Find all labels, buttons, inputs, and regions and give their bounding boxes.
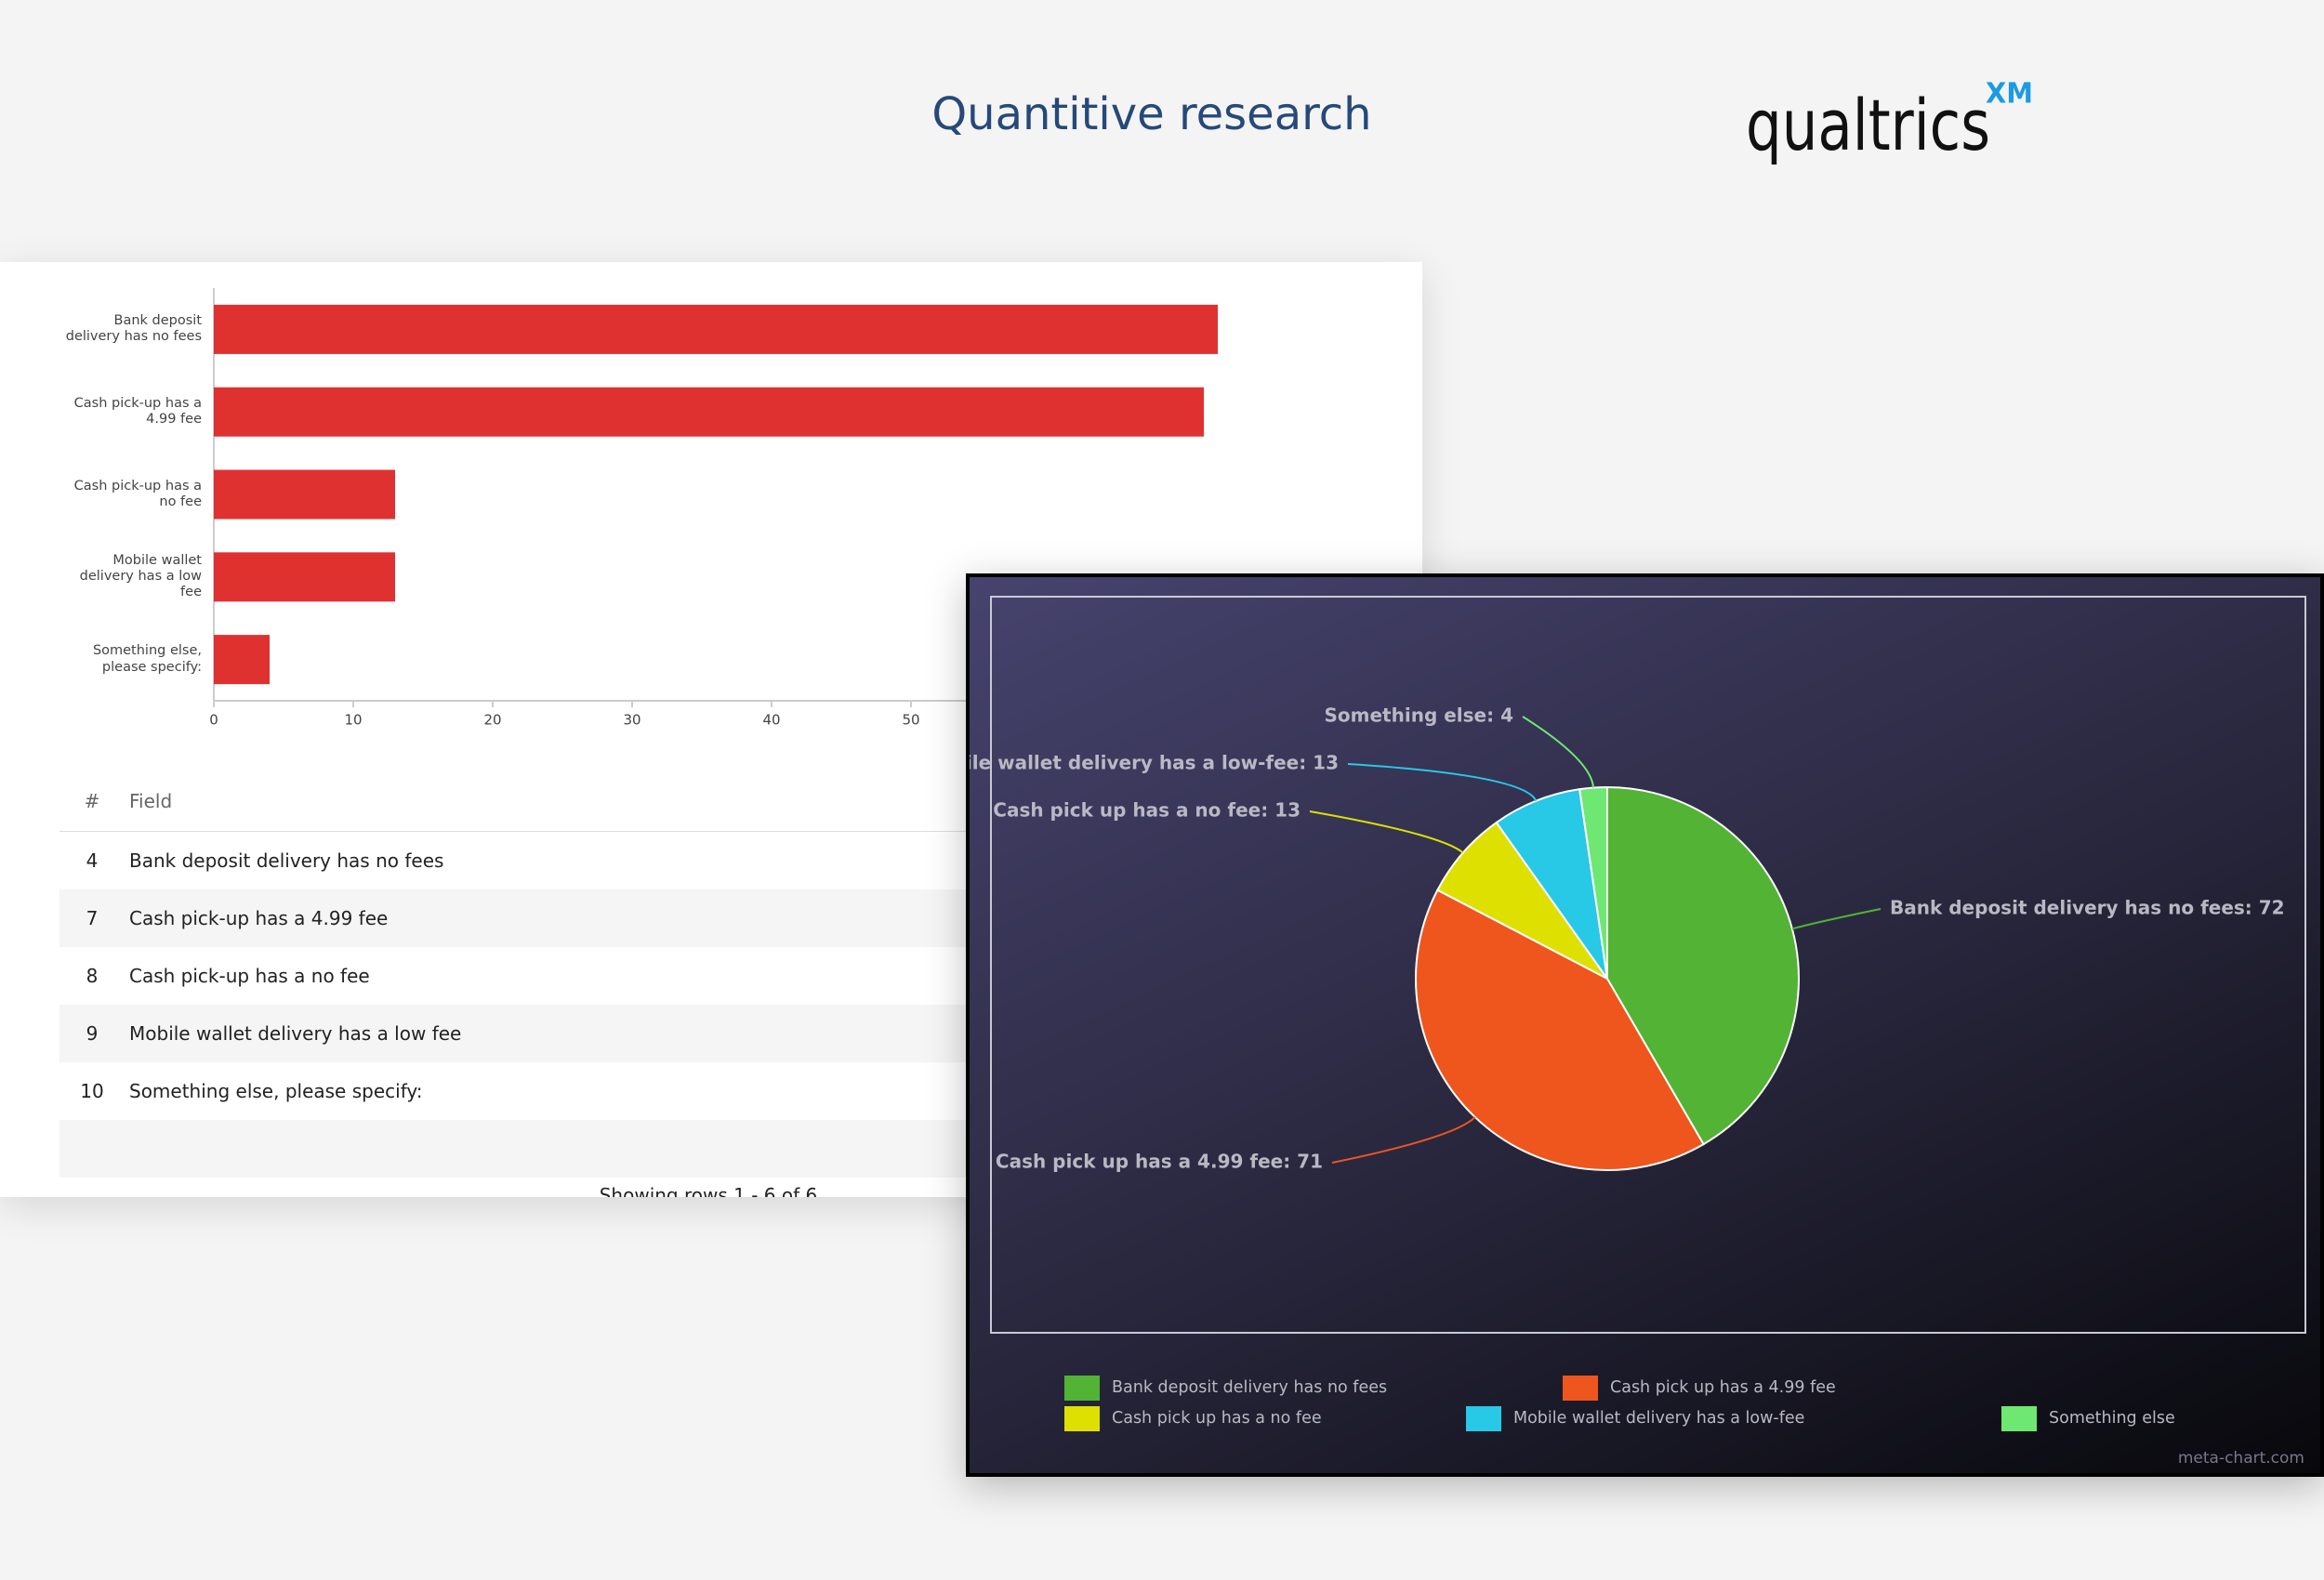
x-tick-label: 40 [762,712,780,729]
pie-slice [1415,889,1705,1171]
x-tick-label: 10 [344,712,362,729]
bar [214,387,1204,437]
bar [214,552,395,602]
x-tick-label: 50 [902,712,919,729]
y-tick-label: Cash pick-up has a 4.99 fee [62,379,202,444]
table-cell: Cash pick-up has a 4.99 fee [129,907,389,929]
x-tick-label: 20 [483,712,501,729]
table-cell: Bank deposit delivery has no fees [129,849,444,872]
bar [214,304,1218,354]
table-header-rule [59,831,1422,832]
data-label: Cash pick up has a 4.99 fee: 71 [996,1151,1323,1173]
table-cell: Cash pick-up has a no fee [129,965,370,987]
leader-line [1331,1116,1476,1164]
bar [214,635,270,685]
table-cell: Something else, please specify: [129,1080,423,1102]
leader-line [1522,716,1595,788]
data-label: Something else: 4 [1325,704,1514,727]
table-header-cell: Field [129,790,173,812]
data-label: Bank deposit delivery has no fees: 72 [1890,897,2285,919]
table-cell: Mobile wallet delivery has a low fee [129,1022,462,1045]
leader-line [1791,908,1882,930]
x-tick-label: 0 [209,712,218,729]
y-tick-label-text: Something else, please specify: [92,643,202,675]
legend-swatch [1466,1406,1501,1431]
legend-swatch [1064,1376,1100,1401]
plot-frame [990,596,2306,1334]
table-cell: 8 [86,965,99,987]
legend-label: Bank deposit delivery has no fees [1112,1378,1387,1397]
table-cell: 7 [86,907,99,929]
y-tick-label-text: Cash pick-up has a no fee [73,478,202,509]
header: Quantitive research qualtrics XM [931,78,2033,167]
data-label: Cash pick up has a no fee: 13 [993,799,1301,822]
legend-swatch [1563,1376,1598,1401]
table-cell: 4 [86,849,99,872]
pie-slice [1495,788,1608,980]
legend-label: Cash pick up has a no fee [1112,1409,1322,1428]
y-tick-label-text: Mobile wallet delivery has a low fee [79,552,202,600]
table-cell: 10 [80,1080,104,1102]
page-title: Quantitive research [931,88,1371,140]
bar-chart: 0 10 20 30 40 50 [209,288,1329,729]
bar [214,469,395,520]
legend-label: Something else [2049,1409,2175,1428]
y-tick-label: Mobile wallet delivery has a low fee [62,545,202,610]
table-footer: Showing rows 1 - 6 of 6 [599,1184,818,1197]
y-tick-label: Something else, please specify: [62,627,202,692]
pie-slice [1436,821,1608,980]
pie-chart: Bank deposit delivery has no fees: 72 Cas… [970,596,2306,1468]
y-tick-label-text: Cash pick-up has a 4.99 fee [73,395,202,428]
logo: qualtrics [1746,84,1990,166]
table-cell: 9 [86,1022,99,1045]
y-tick-label-text: Bank deposit delivery has no fees [65,313,202,345]
credit: meta-chart.com [2178,1449,2304,1468]
legend-swatch [1064,1406,1100,1431]
x-tick-label: 30 [623,712,640,729]
data-label: Mobile wallet delivery has a low-fee: 13 [970,752,1339,774]
leader-line [1309,810,1464,854]
legend-label: Mobile wallet delivery has a low-fee [1513,1409,1804,1428]
y-tick-label: Bank deposit delivery has no fees [62,296,202,362]
y-tick-label: Cash pick-up has a no fee [62,462,202,527]
leader-line [1347,763,1538,802]
legend-label: Cash pick up has a 4.99 fee [1610,1378,1836,1397]
logo-mark: XM [1986,78,2033,111]
pie-panel: Bank deposit delivery has no fees: 72 Cas… [966,573,2324,1477]
legend-swatch [2001,1406,2037,1431]
table-header-cell: # [84,790,100,812]
